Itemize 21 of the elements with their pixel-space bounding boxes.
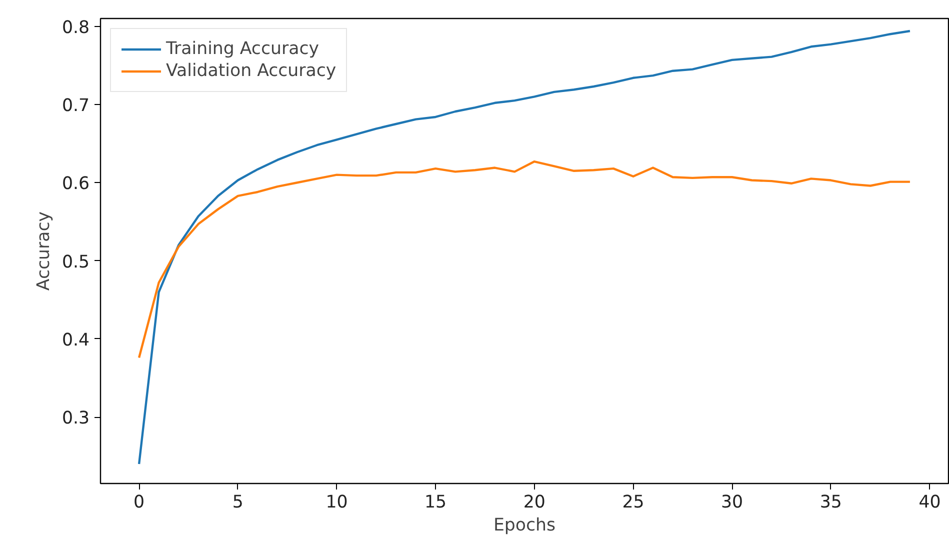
line-series bbox=[138, 160, 912, 359]
y-axis-title: Accuracy bbox=[34, 211, 54, 291]
y-tick-label: 0.7 bbox=[62, 96, 90, 116]
legend-label: Training Accuracy bbox=[166, 39, 319, 59]
x-tick-label: 20 bbox=[523, 492, 546, 512]
x-tick-label: 10 bbox=[326, 492, 348, 512]
x-tick-label: 40 bbox=[918, 492, 941, 512]
x-tick-label: 5 bbox=[232, 492, 244, 512]
y-tick-label: 0.5 bbox=[62, 252, 90, 272]
x-tick-label: 0 bbox=[134, 492, 145, 512]
x-tick-label: 25 bbox=[622, 492, 644, 512]
legend-label: Validation Accuracy bbox=[166, 61, 336, 81]
x-tick-label: 35 bbox=[820, 492, 842, 512]
y-tick-label: 0.6 bbox=[62, 174, 90, 194]
y-tick-label: 0.4 bbox=[62, 330, 90, 350]
x-tick-label: 30 bbox=[721, 492, 744, 512]
x-axis-title: Epochs bbox=[493, 516, 556, 536]
x-tick-label: 15 bbox=[424, 492, 447, 512]
line-series bbox=[138, 30, 912, 466]
y-tick-label: 0.8 bbox=[62, 18, 90, 38]
y-tick-label: 0.3 bbox=[62, 408, 90, 429]
